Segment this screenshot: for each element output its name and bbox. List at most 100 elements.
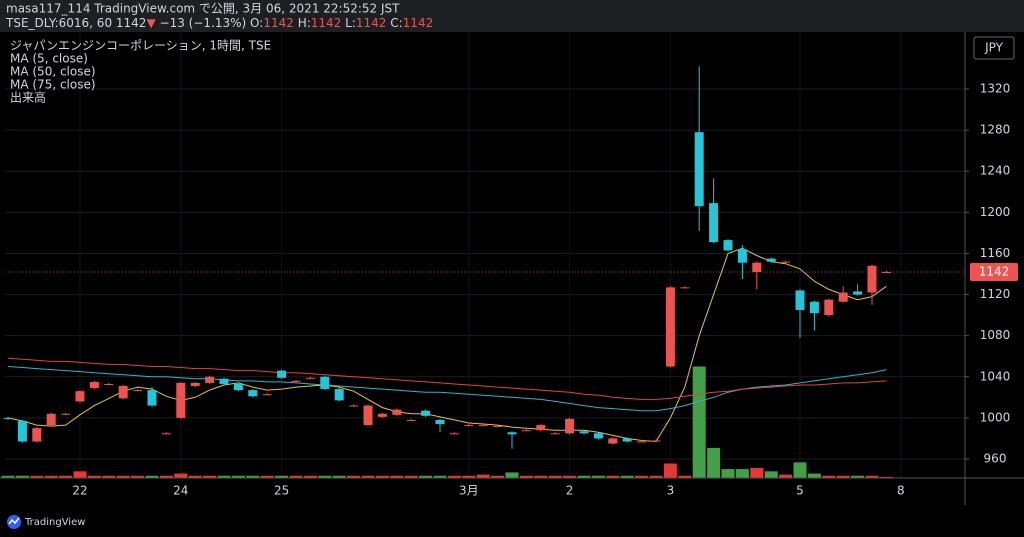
last-price-label: 1142	[979, 264, 1010, 278]
volume-bar	[145, 475, 159, 478]
y-tick-label: 960	[984, 451, 1007, 465]
candle-body	[507, 432, 517, 435]
volume-bar	[649, 475, 663, 478]
quote-c-value: 1142	[403, 16, 434, 30]
candle-body	[406, 419, 416, 421]
volume-bar	[303, 475, 317, 478]
candle-body	[795, 290, 805, 310]
volume-bar	[735, 469, 749, 478]
volume-bar	[822, 475, 836, 478]
candle-body	[291, 380, 301, 382]
candle-body	[550, 433, 560, 435]
volume-bar	[59, 475, 73, 478]
legend-ma75: MA (75, close)	[10, 78, 96, 92]
candle-body	[881, 271, 891, 273]
legend-volume: 出来高	[10, 91, 46, 105]
volume-bar	[591, 475, 605, 478]
volume-bar	[174, 473, 188, 478]
quote-o: O:	[250, 16, 263, 30]
candle-body	[781, 261, 791, 263]
candle-body	[305, 377, 315, 379]
candle-body	[694, 132, 704, 207]
candle-body	[478, 425, 488, 427]
volume-bar	[447, 475, 461, 478]
arrow: ▼	[146, 16, 156, 30]
candle-body	[680, 287, 690, 289]
volume-bar	[836, 475, 850, 478]
candle-body	[737, 249, 747, 263]
x-tick-label: 3月	[459, 484, 479, 498]
candle-body	[32, 428, 42, 442]
candle-body	[565, 418, 575, 434]
volume-bar	[260, 475, 274, 478]
volume-bar	[116, 475, 130, 478]
candle-body	[392, 409, 402, 415]
volume-bar	[390, 475, 404, 478]
volume-bar	[433, 475, 447, 478]
x-tick-label: 2	[566, 484, 574, 498]
candle-body	[752, 262, 762, 272]
ma-line	[7, 357, 887, 400]
y-tick-label: 1160	[980, 246, 1011, 260]
candle-body	[838, 292, 848, 302]
candle-body	[464, 425, 474, 427]
quote-h-value: 1142	[311, 16, 342, 30]
candle-body	[104, 383, 114, 385]
candle-body	[608, 438, 618, 444]
footer-bar	[0, 505, 1024, 537]
volume-bar	[246, 475, 260, 478]
volume-bar	[131, 475, 145, 478]
volume-bar	[721, 469, 735, 478]
volume-bar	[404, 475, 418, 478]
y-tick-label: 1240	[980, 164, 1011, 178]
candle-body	[435, 419, 445, 425]
volume-bar	[491, 475, 505, 478]
brand-logo[interactable]	[7, 515, 21, 529]
x-tick-label: 5	[796, 484, 804, 498]
x-tick-label: 24	[173, 484, 188, 498]
quote-l-value: 1142	[356, 16, 387, 30]
candle-body	[709, 203, 719, 243]
x-tick-label: 8	[897, 484, 905, 498]
candle-body	[493, 426, 503, 428]
volume-bar	[707, 447, 721, 478]
volume-bar	[534, 475, 548, 478]
volume-bar	[275, 475, 289, 478]
candle-body	[853, 291, 863, 295]
y-tick-label: 1320	[980, 82, 1011, 96]
quote-h: H:	[298, 16, 311, 30]
volume-bar	[231, 475, 245, 478]
candle-body	[809, 301, 819, 314]
candle-body	[320, 376, 330, 390]
candle-body	[521, 430, 531, 432]
plot	[1, 66, 965, 478]
price: 1142	[116, 16, 147, 30]
volume-bar	[577, 475, 591, 478]
volume-bar	[750, 467, 764, 478]
volume-bar	[289, 475, 303, 478]
candle-body	[579, 431, 589, 434]
volume-bar	[678, 475, 692, 478]
candle-body	[536, 425, 546, 431]
volume-bar	[419, 475, 433, 478]
volume-bar	[159, 475, 173, 478]
candle-body	[723, 240, 733, 251]
volume-bar	[1, 475, 15, 478]
change: −13 (−1.13%)	[160, 16, 247, 30]
candle-body	[665, 287, 675, 367]
candle-body	[867, 265, 877, 293]
candle-body	[421, 410, 431, 416]
currency-box[interactable]	[973, 36, 1015, 60]
x-tick-label: 22	[72, 484, 87, 498]
volume-bar	[332, 475, 346, 478]
candle-body	[637, 441, 647, 443]
y-tick-label: 1200	[980, 205, 1011, 219]
quote-l: L:	[345, 16, 356, 30]
candle-body	[449, 433, 459, 435]
candle-body	[377, 413, 387, 417]
candle-body	[46, 413, 56, 426]
last-price-box	[970, 262, 1018, 281]
candle-body	[133, 390, 143, 392]
candle-body	[3, 417, 13, 419]
